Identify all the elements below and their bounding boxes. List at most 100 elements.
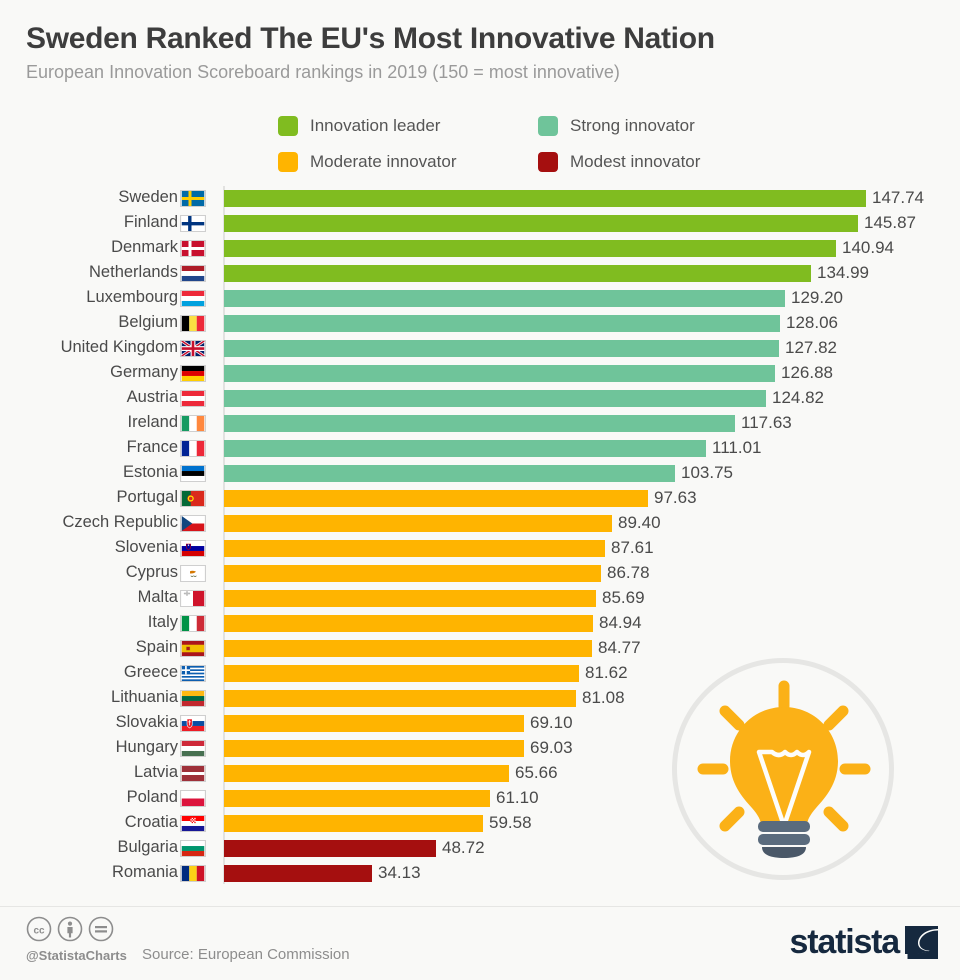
country-label: Germany xyxy=(110,363,178,381)
bar xyxy=(224,765,509,782)
chart-row: Croatia 59.58 xyxy=(0,811,960,836)
legend-label-innovation-leader: Innovation leader xyxy=(310,116,441,135)
bar-value-label: 147.74 xyxy=(872,188,924,207)
chart-row: Czech Republic 89.40 xyxy=(0,511,960,536)
bar-chart: Sweden 147.74 Finland 145.87 Denmark 140.94 Ne… xyxy=(0,186,960,886)
country-label: Hungary xyxy=(115,738,178,756)
cc-nd-icon xyxy=(88,916,114,942)
bar xyxy=(224,365,775,382)
flag-croatia-icon xyxy=(180,815,206,832)
bar xyxy=(224,215,858,232)
flag-belgium-icon xyxy=(180,315,206,332)
flag-latvia-icon xyxy=(180,765,206,782)
flag-luxembourg-icon xyxy=(180,290,206,307)
bar xyxy=(224,415,735,432)
chart-row: Slovakia 69.10 xyxy=(0,711,960,736)
legend-swatch-modest-innovator xyxy=(538,152,558,172)
bar-value-label: 69.03 xyxy=(530,738,573,757)
country-label: Poland xyxy=(126,788,178,806)
bar xyxy=(224,515,612,532)
chart-row: France 111.01 xyxy=(0,436,960,461)
bar-value-label: 69.10 xyxy=(530,713,573,732)
chart-row: Hungary 69.03 xyxy=(0,736,960,761)
chart-row: Denmark 140.94 xyxy=(0,236,960,261)
creative-commons-icons[interactable]: cc xyxy=(26,916,114,942)
bar xyxy=(224,265,811,282)
flag-cyprus-icon xyxy=(180,565,206,582)
bar-value-label: 48.72 xyxy=(442,838,485,857)
flag-slovakia-icon xyxy=(180,715,206,732)
flag-sweden-icon xyxy=(180,190,206,207)
bar-value-label: 34.13 xyxy=(378,863,421,882)
bar xyxy=(224,865,372,882)
bar xyxy=(224,590,596,607)
country-label: Denmark xyxy=(111,238,178,256)
flag-spain-icon xyxy=(180,640,206,657)
flag-poland-icon xyxy=(180,790,206,807)
bar xyxy=(224,290,785,307)
legend-row-1: Innovation leader Strong innovator xyxy=(278,108,748,144)
bar xyxy=(224,190,866,207)
legend-swatch-moderate-innovator xyxy=(278,152,298,172)
bar-value-label: 84.94 xyxy=(599,613,642,632)
bar-value-label: 97.63 xyxy=(654,488,697,507)
legend-item-modest-innovator[interactable]: Modest innovator xyxy=(538,152,748,172)
flag-hungary-icon xyxy=(180,740,206,757)
country-label: Lithuania xyxy=(111,688,178,706)
bar xyxy=(224,490,648,507)
bar xyxy=(224,315,780,332)
bar-value-label: 134.99 xyxy=(817,263,869,282)
bar xyxy=(224,615,593,632)
bar-value-label: 84.77 xyxy=(598,638,641,657)
chart-row: Estonia 103.75 xyxy=(0,461,960,486)
legend-item-innovation-leader[interactable]: Innovation leader xyxy=(278,116,538,136)
country-label: Finland xyxy=(123,213,178,231)
footer-separator xyxy=(0,906,960,907)
country-label: France xyxy=(126,438,178,456)
bar xyxy=(224,740,524,757)
legend-row-2: Moderate innovator Modest innovator xyxy=(278,144,748,180)
chart-row: Latvia 65.66 xyxy=(0,761,960,786)
chart-row: Ireland 117.63 xyxy=(0,411,960,436)
source-note: Source: European Commission xyxy=(142,946,350,963)
chart-row: Sweden 147.74 xyxy=(0,186,960,211)
svg-text:cc: cc xyxy=(33,926,45,937)
legend-label-modest-innovator: Modest innovator xyxy=(570,152,701,171)
chart-axis-line xyxy=(223,186,225,884)
flag-united-kingdom-icon xyxy=(180,340,206,357)
bar xyxy=(224,715,524,732)
legend-swatch-strong-innovator xyxy=(538,116,558,136)
chart-row: Slovenia 87.61 xyxy=(0,536,960,561)
statista-wordmark: statista xyxy=(789,923,901,961)
flag-italy-icon xyxy=(180,615,206,632)
country-label: Luxembourg xyxy=(86,288,178,306)
flag-finland-icon xyxy=(180,215,206,232)
flag-ireland-icon xyxy=(180,415,206,432)
legend-label-strong-innovator: Strong innovator xyxy=(570,116,695,135)
cc-by-icon xyxy=(57,916,83,942)
statista-handle: @StatistaCharts xyxy=(26,948,127,963)
bar xyxy=(224,390,766,407)
legend-item-moderate-innovator[interactable]: Moderate innovator xyxy=(278,152,538,172)
bar-value-label: 140.94 xyxy=(842,238,894,257)
lightbulb-ring xyxy=(672,658,894,880)
chart-row: Greece 81.62 xyxy=(0,661,960,686)
chart-row: Cyprus 86.78 xyxy=(0,561,960,586)
bar-value-label: 81.08 xyxy=(582,688,625,707)
bar xyxy=(224,640,592,657)
country-label: Belgium xyxy=(118,313,178,331)
cc-icon: cc xyxy=(26,916,52,942)
flag-estonia-icon xyxy=(180,465,206,482)
legend-label-moderate-innovator: Moderate innovator xyxy=(310,152,457,171)
bar-value-label: 126.88 xyxy=(781,363,833,382)
bar xyxy=(224,840,436,857)
legend-item-strong-innovator[interactable]: Strong innovator xyxy=(538,116,748,136)
chart-row: Poland 61.10 xyxy=(0,786,960,811)
country-label: Estonia xyxy=(122,463,178,481)
country-label: Croatia xyxy=(124,813,178,831)
bar xyxy=(224,465,675,482)
page-title: Sweden Ranked The EU's Most Innovative N… xyxy=(26,22,715,55)
bar-value-label: 103.75 xyxy=(681,463,733,482)
country-label: Ireland xyxy=(127,413,178,431)
